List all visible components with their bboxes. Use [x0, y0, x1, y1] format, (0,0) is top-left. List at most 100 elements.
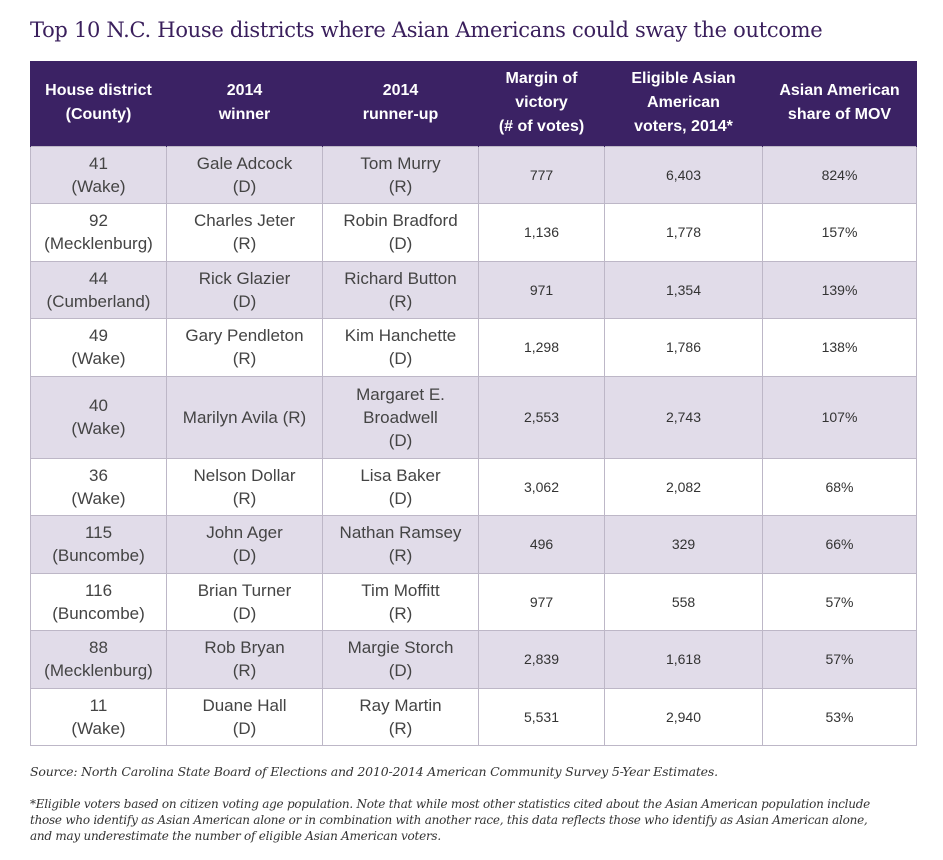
runner-up-cell-line: (D): [388, 349, 413, 369]
runner-up-cell-line: (D): [388, 430, 413, 450]
margin-cell: 496: [478, 515, 605, 574]
district-cell-line: (Buncombe): [52, 546, 145, 566]
eligible-cell: 2,743: [604, 375, 763, 459]
winner-cell: Rob Bryan (R): [166, 630, 323, 689]
winner-cell: Nelson Dollar (R): [166, 457, 323, 516]
header-winner: 2014 winner: [166, 61, 323, 146]
districts-table: House district (County) 2014 winner 2014…: [30, 61, 917, 746]
winner-cell-line: (D): [232, 291, 257, 311]
table-header-row: House district (County) 2014 winner 2014…: [30, 61, 917, 146]
winner-cell-line: John Ager: [206, 523, 283, 543]
header-district: House district (County): [30, 61, 167, 146]
winner-cell-line: (R): [232, 661, 257, 681]
eligible-cell: 1,354: [604, 260, 763, 319]
runner-up-cell: Tom Murry (R): [322, 145, 479, 204]
runner-up-cell-line: (D): [388, 488, 413, 508]
runner-up-cell-line: (R): [388, 546, 413, 566]
runner-up-cell-line: (R): [388, 176, 413, 196]
margin-cell: 5,531: [478, 687, 605, 746]
runner-up-cell-line: Richard Button: [344, 268, 457, 288]
header-eligible: Eligible Asian American voters, 2014*: [604, 61, 763, 146]
winner-cell-line: Rick Glazier: [198, 268, 291, 288]
margin-cell: 2,553: [478, 375, 605, 459]
table-row: 40 (Wake) Marilyn Avila (R) Margaret E. Broa…: [30, 375, 917, 459]
eligible-cell: 1,778: [604, 203, 763, 262]
margin-cell: 1,136: [478, 203, 605, 262]
header-share: Asian American share of MOV: [762, 61, 917, 146]
winner-cell: Duane Hall (D): [166, 687, 323, 746]
district-cell: 11 (Wake): [30, 687, 167, 746]
share-cell: 66%: [762, 515, 917, 574]
winner-cell: Marilyn Avila (R): [166, 375, 323, 459]
footnote-line: *Eligible voters based on citizen voting…: [30, 797, 871, 811]
runner-up-cell-line: (R): [388, 603, 413, 623]
winner-cell-line: (R): [232, 349, 257, 369]
district-cell-line: 40: [89, 396, 108, 415]
winner-cell-line: (D): [232, 176, 257, 196]
header-line: runner-up: [362, 106, 439, 124]
runner-up-cell-line: Margie Storch: [347, 638, 454, 658]
winner-cell-line: (R): [232, 234, 257, 254]
winner-cell-line: Duane Hall: [202, 695, 287, 715]
winner-cell-line: (D): [232, 546, 257, 566]
header-line: share of MOV: [787, 106, 892, 124]
table-row: 49 (Wake) Gary Pendleton (R) Kim Hanchette (D…: [30, 318, 917, 377]
district-cell-line: 44: [89, 268, 108, 288]
winner-cell: Brian Turner (D): [166, 572, 323, 631]
runner-up-cell-line: (R): [388, 291, 413, 311]
district-cell-line: (Wake): [71, 176, 126, 196]
header-line: Asian American: [779, 82, 900, 100]
header-line: victory: [515, 94, 568, 112]
share-cell: 68%: [762, 457, 917, 516]
district-cell-line: (Buncombe): [52, 603, 145, 623]
header-runner-up: 2014 runner-up: [322, 61, 479, 146]
share-cell: 57%: [762, 630, 917, 689]
share-cell: 57%: [762, 572, 917, 631]
header-line: (County): [65, 106, 132, 124]
runner-up-cell-line: Robin Bradford: [343, 211, 458, 231]
winner-cell-line: Gale Adcock: [196, 153, 293, 173]
winner-cell: Rick Glazier (D): [166, 260, 323, 319]
winner-cell: Gary Pendleton (R): [166, 318, 323, 377]
header-line: winner: [218, 106, 271, 124]
runner-up-cell-line: Broadwell: [363, 407, 438, 427]
runner-up-cell-line: Nathan Ramsey: [339, 523, 462, 543]
district-cell-line: 116: [84, 580, 113, 600]
share-cell: 824%: [762, 145, 917, 204]
district-cell: 92 (Mecklenburg): [30, 203, 167, 262]
district-cell-line: (Wake): [71, 349, 126, 369]
runner-up-cell-line: Margaret E.: [356, 384, 445, 404]
district-cell-line: (Wake): [71, 419, 126, 438]
winner-cell-line: Brian Turner: [197, 580, 292, 600]
runner-up-cell: Margaret E. Broadwell (D): [322, 375, 479, 459]
table-row: 11 (Wake) Duane Hall (D) Ray Martin (R) 5,531 2…: [30, 687, 917, 746]
winner-cell-line: Marilyn Avila (R): [182, 407, 307, 427]
share-cell: 53%: [762, 687, 917, 746]
runner-up-cell: Ray Martin (R): [322, 687, 479, 746]
winner-cell-line: Rob Bryan: [204, 638, 285, 658]
table-row: 36 (Wake) Nelson Dollar (R) Lisa Baker (D) 3,0…: [30, 457, 917, 516]
district-cell: 115 (Buncombe): [30, 515, 167, 574]
runner-up-cell: Tim Moffitt (R): [322, 572, 479, 631]
district-cell: 116 (Buncombe): [30, 572, 167, 631]
winner-cell-line: Charles Jeter: [193, 211, 296, 231]
share-cell: 157%: [762, 203, 917, 262]
margin-cell: 1,298: [478, 318, 605, 377]
eligible-cell: 329: [604, 515, 763, 574]
district-cell: 44 (Cumberland): [30, 260, 167, 319]
table-row: 116 (Buncombe) Brian Turner (D) Tim Moffitt (…: [30, 572, 917, 631]
table-row: 88 (Mecklenburg) Rob Bryan (R) Margie Storch…: [30, 630, 917, 689]
eligible-cell: 6,403: [604, 145, 763, 204]
eligible-cell: 558: [604, 572, 763, 631]
runner-up-cell-line: (D): [388, 234, 413, 254]
runner-up-cell-line: (D): [388, 661, 413, 681]
footnote: *Eligible voters based on citizen voting…: [30, 796, 920, 844]
share-cell: 139%: [762, 260, 917, 319]
winner-cell-line: (D): [232, 603, 257, 623]
header-line: 2014: [382, 82, 419, 100]
runner-up-cell: Richard Button (R): [322, 260, 479, 319]
footnote-line: those who identify as Asian American alo…: [30, 813, 868, 827]
runner-up-cell: Kim Hanchette (D): [322, 318, 479, 377]
margin-cell: 977: [478, 572, 605, 631]
winner-cell-line: Nelson Dollar: [193, 465, 296, 485]
